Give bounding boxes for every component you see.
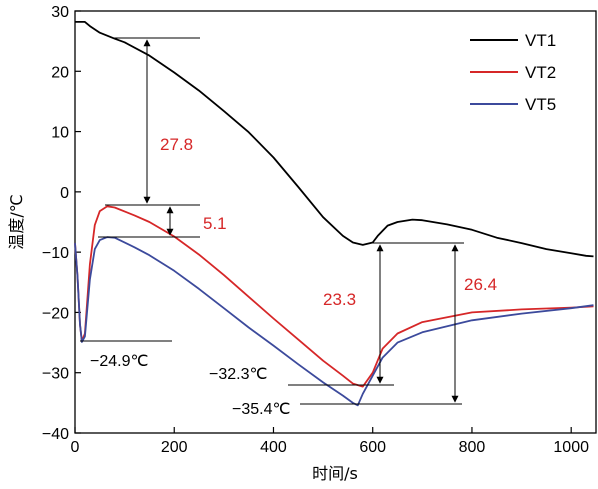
y-axis-title: 温度/℃ — [7, 194, 26, 249]
series-line-vt5 — [74, 236, 594, 407]
legend: VT1 VT2 VT5 — [470, 31, 556, 114]
annotation-27-8: 27.8 — [160, 135, 193, 154]
annotation-vt2-min: −32.3℃ — [209, 366, 267, 383]
legend-label-vt2: VT2 — [525, 63, 556, 82]
y-tick-label: −20 — [42, 305, 69, 322]
annotation-23-3: 23.3 — [323, 290, 356, 309]
series-lines — [74, 21, 594, 407]
y-tick-label: 10 — [51, 125, 69, 142]
annotation-vt5-min: −35.4℃ — [232, 401, 290, 418]
y-tick-label: −10 — [42, 245, 69, 262]
annotation-guides — [80, 37, 464, 405]
y-tick-label: −30 — [42, 366, 69, 383]
axis-tick-labels: 0 200 400 600 800 1000 −40 −30 −20 −10 0 10 20 30 — [42, 4, 589, 456]
annotation-26-4: 26.4 — [464, 275, 497, 294]
y-tick-label: 20 — [51, 64, 69, 81]
series-line-vt1 — [75, 21, 594, 258]
y-tick-label: 30 — [51, 4, 69, 21]
y-tick-label: 0 — [60, 185, 69, 202]
plot-frame — [74, 10, 597, 434]
x-tick-label: 200 — [161, 439, 188, 456]
x-tick-label: 1000 — [553, 439, 589, 456]
y-tick-label: −40 — [42, 426, 69, 443]
legend-label-vt5: VT5 — [525, 95, 556, 114]
x-tick-label: 600 — [359, 439, 386, 456]
annotation-early-min: −24.9℃ — [90, 353, 148, 370]
x-axis-title: 时间/s — [312, 464, 358, 483]
x-tick-label: 800 — [459, 439, 486, 456]
annotation-5-1: 5.1 — [203, 214, 227, 233]
legend-label-vt1: VT1 — [525, 31, 556, 50]
series-line-vt2 — [74, 205, 594, 388]
x-tick-label: 400 — [260, 439, 287, 456]
x-tick-label: 0 — [71, 439, 80, 456]
